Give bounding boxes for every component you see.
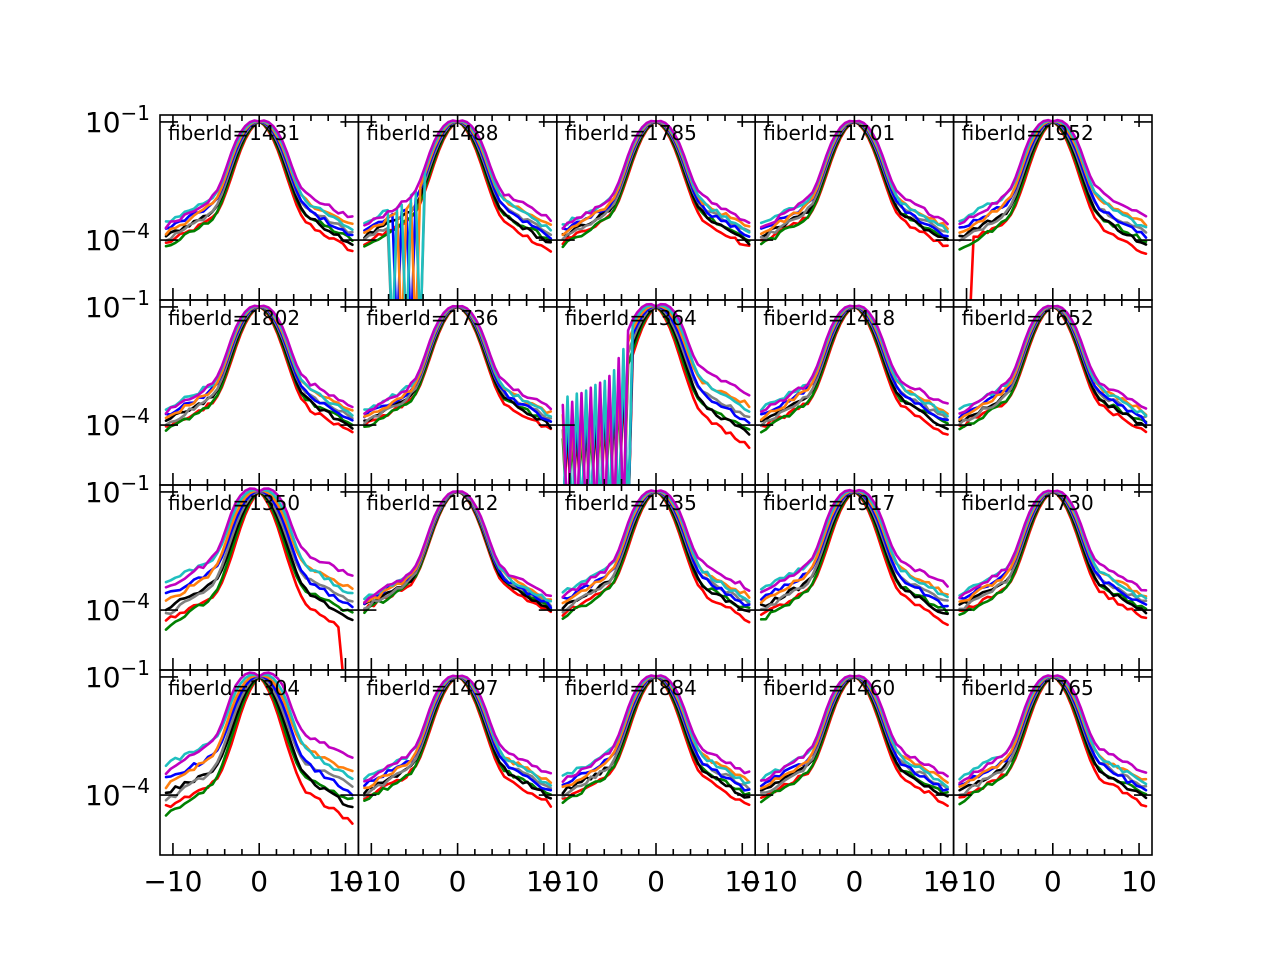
panel-fiber-label: fiberId=1736 xyxy=(366,306,498,330)
panel-fiber-label: fiberId=1802 xyxy=(168,306,300,330)
x-tick-label: −10 xyxy=(937,865,996,898)
panel-20: fiberId=1765 xyxy=(952,669,1153,856)
panel-18: fiberId=1884 xyxy=(555,669,756,856)
panel-1: fiberId=1431 xyxy=(159,114,360,301)
y-tick-label: 10−1 xyxy=(85,286,150,324)
panel-4: fiberId=1701 xyxy=(754,114,955,301)
panel-fiber-label: fiberId=1488 xyxy=(366,121,498,145)
panel-fiber-label: fiberId=1785 xyxy=(565,121,697,145)
x-tick-label: 0 xyxy=(449,865,467,898)
panel-fiber-label: fiberId=1304 xyxy=(168,676,300,700)
panel-16: fiberId=1304 xyxy=(159,669,360,856)
y-tick-label: 10−1 xyxy=(85,656,150,694)
panel-10: fiberId=1652 xyxy=(952,299,1153,486)
y-tick-label: 10−4 xyxy=(85,404,150,442)
panel-fiber-label: fiberId=1435 xyxy=(565,491,697,515)
panel-fiber-label: fiberId=1364 xyxy=(565,306,697,330)
panel-13: fiberId=1435 xyxy=(555,484,756,671)
x-tick-label: −10 xyxy=(143,865,202,898)
y-tick-label: 10−4 xyxy=(85,219,150,257)
x-tick-label: 0 xyxy=(250,865,268,898)
y-tick-label: 10−4 xyxy=(85,589,150,627)
x-tick-label: −10 xyxy=(739,865,798,898)
panel-fiber-label: fiberId=1350 xyxy=(168,491,300,515)
panel-12: fiberId=1612 xyxy=(357,484,558,671)
y-tick-label: 10−4 xyxy=(85,774,150,812)
x-tick-label: 10 xyxy=(923,865,959,898)
panel-fiber-label: fiberId=1418 xyxy=(763,306,895,330)
panel-3: fiberId=1785 xyxy=(555,114,756,301)
x-tick-label: 10 xyxy=(526,865,562,898)
x-tick-label: 0 xyxy=(647,865,665,898)
panel-5: fiberId=1952 xyxy=(952,114,1153,301)
y-tick-label: 10−1 xyxy=(85,471,150,509)
panel-19: fiberId=1460 xyxy=(754,669,955,856)
panel-fiber-label: fiberId=1497 xyxy=(366,676,498,700)
x-tick-label: −10 xyxy=(342,865,401,898)
panel-fiber-label: fiberId=1701 xyxy=(763,121,895,145)
panel-15: fiberId=1730 xyxy=(952,484,1153,671)
panel-fiber-label: fiberId=1431 xyxy=(168,121,300,145)
panel-fiber-label: fiberId=1952 xyxy=(962,121,1094,145)
y-tick-label: 10−1 xyxy=(85,101,150,139)
panel-fiber-label: fiberId=1730 xyxy=(962,491,1094,515)
panel-fiber-label: fiberId=1884 xyxy=(565,676,697,700)
panels-grid: fiberId=1431 fiberId=1488 fiberId=1785 fibe… xyxy=(159,114,1153,856)
panel-6: fiberId=1802 xyxy=(159,299,360,486)
x-tick-label: 10 xyxy=(1121,865,1157,898)
x-tick-label: 10 xyxy=(724,865,760,898)
panel-fiber-label: fiberId=1765 xyxy=(962,676,1094,700)
x-tick-label: 10 xyxy=(328,865,364,898)
panel-fiber-label: fiberId=1917 xyxy=(763,491,895,515)
panel-fiber-label: fiberId=1460 xyxy=(763,676,895,700)
panel-11: fiberId=1350 xyxy=(159,484,360,671)
x-tick-label: 0 xyxy=(845,865,863,898)
x-tick-label: 0 xyxy=(1044,865,1062,898)
panel-fiber-label: fiberId=1612 xyxy=(366,491,498,515)
axis-tick-labels: 10−110−410−110−410−110−410−110−4−10 0 10−1… xyxy=(85,101,1157,898)
panel-fiber-label: fiberId=1652 xyxy=(962,306,1094,330)
x-tick-label: −10 xyxy=(540,865,599,898)
